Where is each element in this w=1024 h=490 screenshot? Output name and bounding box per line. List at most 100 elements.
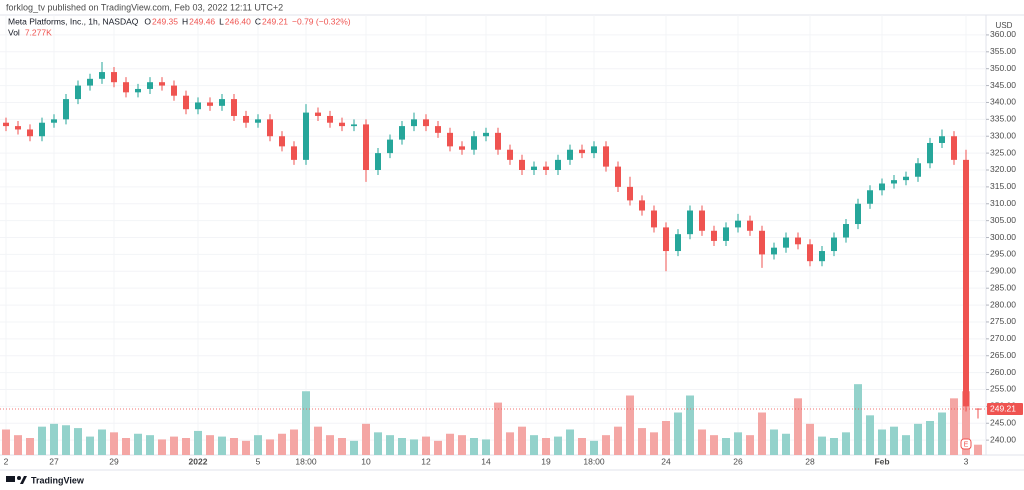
y-tick-label: 285.00 [990,282,1016,292]
candle-body [279,136,285,147]
candle-body [267,119,273,137]
volume-bar [638,428,646,455]
candle-body [75,85,81,100]
y-tick-label: 295.00 [990,249,1016,259]
x-tick-label: 2 [4,456,9,466]
candle-body [591,146,597,154]
candle-body [243,115,249,123]
volume-bar [746,435,754,455]
volume-bar [722,438,730,455]
candle-body [39,122,45,137]
x-tick-label: 10 [361,456,371,466]
y-tick-label: 260.00 [990,367,1016,377]
y-tick-label: 300.00 [990,232,1016,242]
candle-body [567,149,573,160]
volume-bar [938,412,946,455]
volume-bar [206,435,214,455]
y-tick-label: 345.00 [990,80,1016,90]
candle-body [519,159,525,170]
volume-bar [758,412,766,455]
y-tick-label: 265.00 [990,350,1016,360]
volume-bar [350,440,358,455]
event-marker: E [964,441,969,448]
volume-bar [62,425,70,455]
candle-body [891,180,897,184]
volume-bar [494,402,502,455]
candle-body [123,82,129,93]
volume-bar [542,438,550,455]
y-tick-label: 340.00 [990,97,1016,107]
candle-body [471,136,477,150]
x-tick-label: 24 [661,456,671,466]
volume-pane [2,384,982,455]
volume-bar [410,439,418,455]
volume-bar [806,423,814,455]
volume-bar [770,429,778,455]
volume-bar [26,438,34,455]
candle-body [795,237,801,245]
volume-bar [878,429,886,455]
candle-body [927,142,933,164]
y-tick-label: 360.00 [990,29,1016,39]
volume-bar [386,435,394,455]
y-tick-label: 280.00 [990,299,1016,309]
volume-bar [602,435,610,455]
candle-body [27,129,33,137]
candle-body [207,102,213,106]
volume-bar [194,430,202,455]
volume-bar [14,435,22,455]
candle-body [843,224,849,238]
candle-body [15,126,21,130]
legend: Meta Platforms, Inc., 1h, NASDAQ O 249.35 H… [8,16,351,37]
volume-bar [974,444,982,455]
candle-body [363,124,369,170]
candle-body [171,85,177,96]
volume-bar [578,438,586,455]
volume-bar [314,426,322,455]
candle-body [291,146,297,160]
volume-bar [374,432,382,455]
volume-bar [50,423,58,455]
legend-ohlc-prefix: O [144,16,151,26]
volume-bar [242,440,250,455]
y-tick-label: 290.00 [990,266,1016,276]
volume-bar [170,436,178,455]
candle-body [675,234,681,252]
footer: TradingView [31,475,85,485]
y-tick-label: 310.00 [990,198,1016,208]
candle-body [507,149,513,160]
volume-bar [890,426,898,455]
x-tick-label: 27 [49,456,59,466]
footer-logo [6,476,27,484]
volume-bar [506,432,514,455]
x-tick-label: 3 [964,456,969,466]
legend-volume-value: 7.277K [25,27,52,37]
volume-bar [626,395,634,455]
legend-change: −0.79 (−0.32%) [292,16,351,26]
x-tick-label: 14 [481,456,491,466]
candle-body [111,72,117,83]
volume-bar [254,435,262,455]
candle-body [327,115,333,123]
x-tick-label: 12 [421,456,431,466]
candle-body [315,112,321,116]
volume-bar [566,429,574,455]
volume-bar [218,436,226,455]
y-tick-label: 275.00 [990,316,1016,326]
volume-bar [458,435,466,455]
legend-ohlc-prefix: H [182,16,188,26]
candle-body [399,126,405,140]
volume-bar [146,435,154,455]
candle-body [867,190,873,204]
volume-bar [470,438,478,455]
volume-bar [230,438,238,455]
volume-bar [134,433,142,455]
volume-bar [446,433,454,455]
candle-body [87,78,93,86]
y-tick-label: 355.00 [990,46,1016,56]
volume-bar [326,435,334,455]
volume-bar [302,391,310,455]
volume-bar [98,429,106,455]
candle-body [747,220,753,231]
y-tick-label: 325.00 [990,147,1016,157]
